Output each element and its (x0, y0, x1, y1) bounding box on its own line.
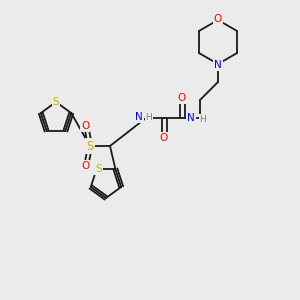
Text: S: S (86, 140, 94, 152)
Text: O: O (81, 161, 89, 171)
Text: N: N (135, 112, 143, 122)
Text: O: O (214, 14, 222, 24)
Text: H: H (200, 115, 206, 124)
Text: O: O (160, 133, 168, 143)
Text: S: S (95, 164, 102, 174)
Text: O: O (178, 93, 186, 103)
Text: N: N (214, 60, 222, 70)
Text: O: O (81, 121, 89, 131)
Text: N: N (187, 113, 195, 123)
Text: S: S (53, 97, 59, 107)
Text: H: H (146, 112, 152, 122)
